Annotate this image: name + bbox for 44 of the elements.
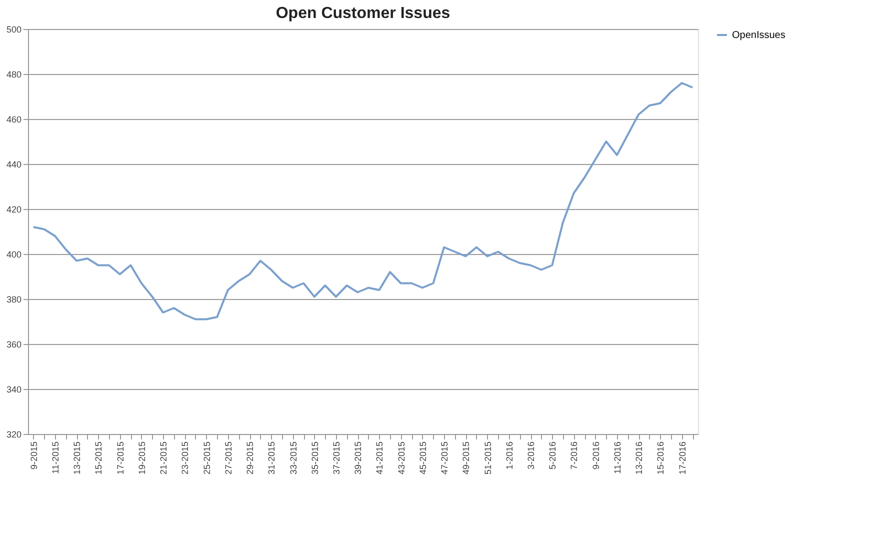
- x-tick-label: 31-2015: [266, 442, 277, 475]
- x-tick-label: 49-2015: [461, 442, 472, 475]
- x-tick-label: 29-2015: [245, 442, 256, 475]
- x-tick-label: 9-2015: [28, 442, 39, 470]
- x-tick-label: 1-2016: [504, 442, 514, 470]
- x-tick-label: 11-2016: [612, 442, 622, 474]
- x-tick-label: 41-2015: [374, 442, 385, 475]
- x-tick-label: 45-2015: [418, 442, 428, 475]
- x-tick-label: 19-2015: [136, 442, 147, 475]
- x-tick-label: 43-2015: [396, 442, 406, 475]
- x-tick-label: 23-2015: [180, 442, 190, 475]
- y-tick-label: 400: [6, 250, 22, 260]
- y-tick-label: 320: [6, 430, 22, 440]
- x-tick-label: 39-2015: [353, 442, 364, 475]
- x-tick-label: 3-2016: [526, 442, 536, 470]
- y-tick-label: 440: [6, 160, 22, 170]
- x-tick-label: 17-2016: [677, 442, 688, 475]
- x-tick-label: 51-2015: [482, 442, 493, 475]
- legend-label: OpenIssues: [732, 30, 786, 41]
- y-tick-label: 380: [6, 294, 22, 304]
- x-tick-label: 15-2016: [656, 442, 666, 475]
- y-tick-label: 340: [6, 384, 22, 394]
- x-tick-label: 21-2015: [158, 442, 169, 475]
- y-tick-label: 500: [6, 24, 22, 34]
- line-series: [32, 82, 694, 320]
- y-tick-label: 360: [6, 340, 22, 350]
- x-tick-label: 5-2016: [548, 442, 558, 470]
- x-tick-label: 11-2015: [50, 442, 61, 474]
- x-tick-label: 17-2015: [115, 442, 126, 475]
- x-tick-label: 25-2015: [202, 442, 212, 475]
- x-tick-label: 13-2015: [72, 442, 82, 475]
- x-tick-label: 27-2015: [223, 442, 234, 475]
- x-tick-label: 33-2015: [288, 442, 298, 475]
- x-tick-label: 15-2015: [94, 442, 104, 475]
- x-tick-label: 13-2016: [634, 442, 644, 475]
- x-tick-label: 9-2016: [590, 442, 601, 470]
- x-tick-label: 37-2015: [331, 442, 342, 475]
- y-tick-label: 480: [6, 70, 22, 80]
- x-tick-label: 35-2015: [310, 442, 320, 475]
- y-tick-label: 460: [6, 114, 22, 124]
- y-tick-label: 420: [6, 204, 22, 214]
- chart-title: Open Customer Issues: [276, 5, 450, 22]
- x-tick-label: 47-2015: [440, 442, 450, 475]
- x-tick-label: 7-2016: [569, 442, 580, 470]
